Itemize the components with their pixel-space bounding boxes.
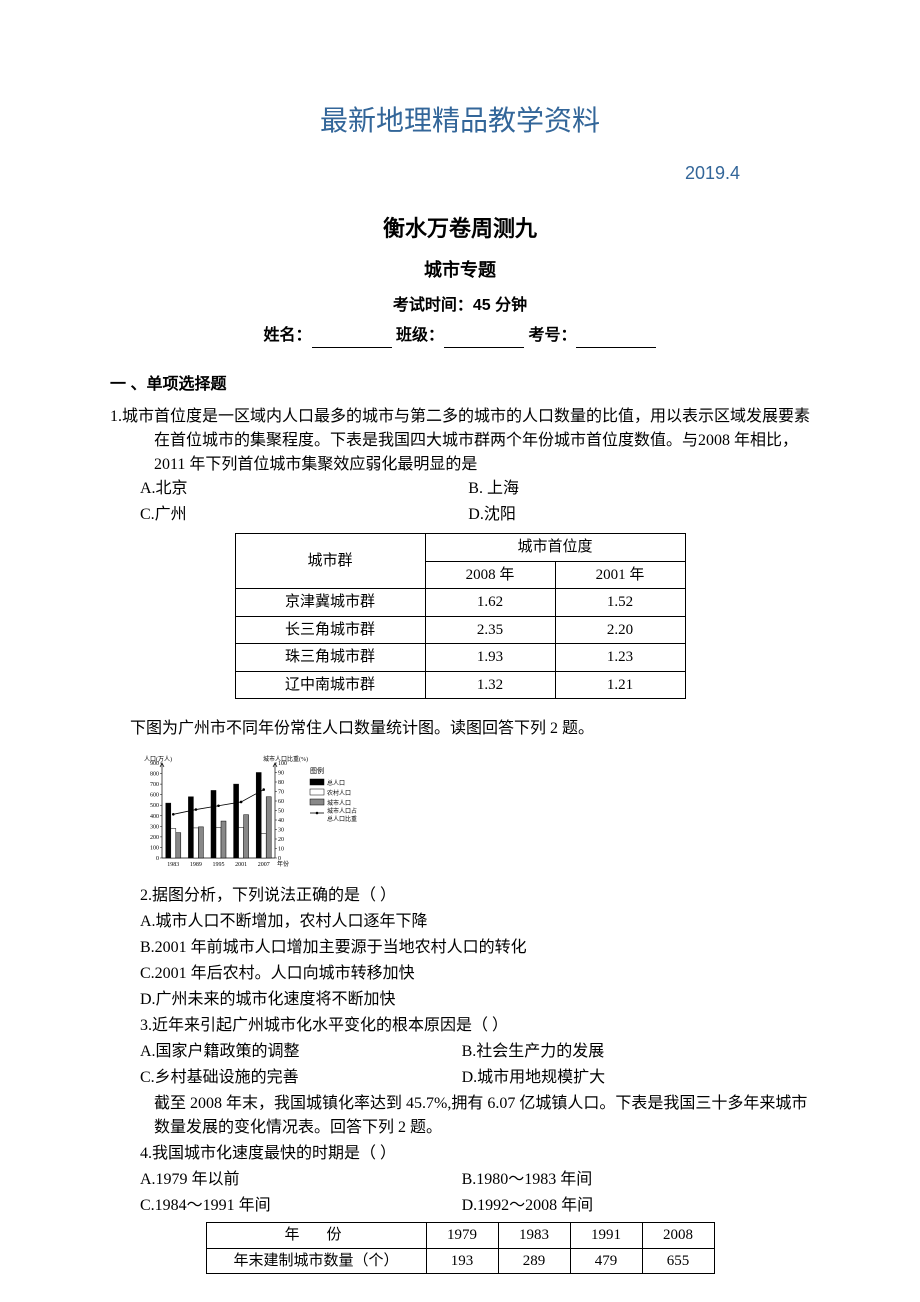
svg-text:年份: 年份	[277, 860, 289, 868]
q1-th-2008: 2008 年	[425, 561, 555, 589]
svg-text:50: 50	[278, 809, 284, 815]
examid-label: 考号：	[528, 327, 576, 344]
svg-text:30: 30	[278, 828, 284, 834]
sub-title: 衡水万卷周测九	[110, 212, 810, 245]
svg-text:图例: 图例	[310, 766, 324, 775]
svg-text:1989: 1989	[190, 862, 202, 868]
svg-text:2001: 2001	[235, 862, 247, 868]
q2-opt-c: C.2001 年后农村。人口向城市转移加快	[110, 962, 810, 986]
q1-opt-a: A.北京	[140, 477, 468, 501]
table-row: 辽中南城市群 1.32 1.21	[235, 671, 685, 699]
svg-text:总人口比重: 总人口比重	[327, 815, 357, 823]
q4-text: 4.我国城市化速度最快的时期是（ ）	[110, 1142, 810, 1166]
q2-opt-a: A.城市人口不断增加，农村人口逐年下降	[110, 910, 810, 934]
q2-text: 2.据图分析，下列说法正确的是（ ）	[110, 884, 810, 908]
q4-opt-b: B.1980～1983 年间	[462, 1168, 784, 1192]
svg-text:2007: 2007	[258, 862, 270, 868]
chart-intro: 下图为广州市不同年份常住人口数量统计图。读图回答下列 2 题。	[110, 717, 810, 741]
svg-text:40: 40	[278, 818, 284, 824]
q4-opt-c: C.1984～1991 年间	[140, 1194, 462, 1218]
svg-text:100: 100	[150, 845, 159, 851]
svg-text:500: 500	[150, 803, 159, 809]
svg-text:20: 20	[278, 837, 284, 843]
svg-text:人口(万人): 人口(万人)	[144, 756, 172, 763]
name-label: 姓名：	[264, 327, 312, 344]
svg-text:城市人口比重(%): 城市人口比重(%)	[263, 755, 308, 763]
q1-th-2001: 2001 年	[555, 561, 685, 589]
intro4-text: 截至 2008 年末，我国城镇化率达到 45.7%,拥有 6.07 亿城镇人口。…	[110, 1092, 810, 1140]
topic-title: 城市专题	[110, 257, 810, 284]
date-line: 2019.4	[110, 160, 810, 187]
class-label: 班级：	[396, 327, 444, 344]
q3-opt-d: D.城市用地规模扩大	[462, 1066, 784, 1090]
svg-text:0: 0	[156, 856, 159, 862]
q1-th-group: 城市群	[235, 534, 425, 589]
q4-row1-label: 年 份	[206, 1223, 426, 1249]
population-chart: 0100200300400500600700800900010203040506…	[130, 753, 390, 878]
svg-text:60: 60	[278, 799, 284, 805]
q1-opt-c: C.广州	[140, 503, 468, 527]
svg-text:城市人口占: 城市人口占	[327, 807, 357, 815]
examid-blank	[576, 330, 656, 348]
q1-opt-b: B. 上海	[468, 477, 796, 501]
svg-text:10: 10	[278, 847, 284, 853]
svg-text:1995: 1995	[213, 862, 225, 868]
svg-text:农村人口: 农村人口	[327, 789, 351, 797]
table-row: 京津冀城市群 1.62 1.52	[235, 589, 685, 617]
svg-text:1983: 1983	[167, 862, 179, 868]
q4-opt-a: A.1979 年以前	[140, 1168, 462, 1192]
svg-text:700: 700	[150, 782, 159, 788]
svg-text:80: 80	[278, 780, 284, 786]
svg-text:800: 800	[150, 772, 159, 778]
q3-opt-a: A.国家户籍政策的调整	[140, 1040, 462, 1064]
section-header: 一 、单项选择题	[110, 373, 810, 397]
svg-text:总人口: 总人口	[327, 779, 345, 787]
table-row: 长三角城市群 2.35 2.20	[235, 616, 685, 644]
q2-opt-b: B.2001 年前城市人口增加主要源于当地农村人口的转化	[110, 936, 810, 960]
q1-opt-d: D.沈阳	[468, 503, 796, 527]
q2-opt-d: D.广州未来的城市化速度将不断加快	[110, 988, 810, 1012]
main-title: 最新地理精品教学资料	[110, 100, 810, 142]
name-blank	[312, 330, 392, 348]
class-blank	[444, 330, 524, 348]
svg-text:300: 300	[150, 824, 159, 830]
svg-text:城市人口: 城市人口	[327, 799, 351, 807]
name-class-line: 姓名： 班级： 考号：	[110, 324, 810, 348]
q3-opt-c: C.乡村基础设施的完善	[140, 1066, 462, 1090]
q4-table: 年 份 1979 1983 1991 2008 年末建制城市数量（个） 193 …	[206, 1222, 715, 1274]
svg-text:600: 600	[150, 793, 159, 799]
q1-th-primacy: 城市首位度	[425, 534, 685, 562]
q3-text: 3.近年来引起广州城市化水平变化的根本原因是（ ）	[110, 1014, 810, 1038]
q1-table: 城市群 城市首位度 2008 年 2001 年 京津冀城市群 1.62 1.52…	[235, 533, 686, 699]
q3-opt-b: B.社会生产力的发展	[462, 1040, 784, 1064]
table-row: 珠三角城市群 1.93 1.23	[235, 644, 685, 672]
q4-opt-d: D.1992～2008 年间	[462, 1194, 784, 1218]
svg-text:70: 70	[278, 790, 284, 796]
svg-text:90: 90	[278, 771, 284, 777]
svg-text:400: 400	[150, 814, 159, 820]
svg-text:200: 200	[150, 835, 159, 841]
q1-text: 1.城市首位度是一区域内人口最多的城市与第二多的城市的人口数量的比值，用以表示区…	[110, 405, 810, 477]
q4-row2-label: 年末建制城市数量（个）	[206, 1248, 426, 1274]
exam-time: 考试时间：45 分钟	[110, 294, 810, 318]
